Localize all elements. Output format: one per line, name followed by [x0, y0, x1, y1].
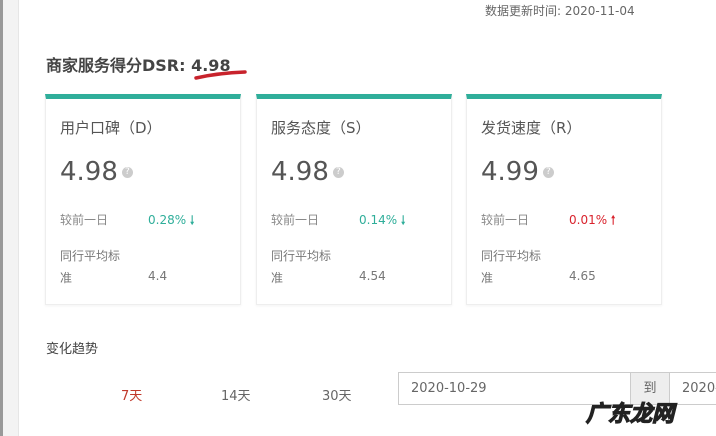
- window-border: [0, 0, 3, 436]
- trend-title: 变化趋势: [46, 342, 99, 357]
- compare-label: 较前一日: [271, 213, 320, 227]
- compare-label: 较前一日: [481, 213, 530, 227]
- avg-value: 4.65: [569, 269, 596, 283]
- avg-label-cont: 准: [481, 271, 494, 285]
- watermark-logo: 广东龙网: [585, 401, 675, 427]
- end-date-input[interactable]: 2020-: [669, 372, 716, 405]
- help-icon[interactable]: ?: [332, 167, 344, 178]
- change-percent: 0.01%: [569, 213, 608, 227]
- dsr-card: 服务态度（S） 4.98? 较前一日 0.14% 🠓 同行平均标 准 4.54: [256, 94, 452, 305]
- change-percent: 0.14%: [359, 213, 398, 227]
- dsr-card: 用户口碑（D） 4.98? 较前一日 0.28% 🠓 同行平均标 准 4.4: [45, 94, 241, 305]
- card-title: 服务态度（S）: [271, 119, 371, 137]
- avg-label-cont: 准: [60, 271, 73, 285]
- avg-value: 4.54: [359, 269, 386, 283]
- help-icon[interactable]: ?: [542, 167, 554, 178]
- tab-30-days[interactable]: 30天: [322, 389, 352, 404]
- card-title: 发货速度（R）: [481, 119, 582, 137]
- update-time: 数据更新时间: 2020-11-04: [485, 4, 635, 18]
- arrow-down-icon: 🠓: [189, 213, 195, 227]
- avg-label: 同行平均标: [481, 249, 542, 263]
- card-score: 4.98: [271, 157, 329, 187]
- tab-7-days[interactable]: 7天: [121, 389, 143, 404]
- compare-label: 较前一日: [60, 213, 109, 227]
- change-percent: 0.28%: [148, 213, 187, 227]
- avg-label: 同行平均标: [60, 249, 121, 263]
- arrow-down-icon: 🠓: [400, 213, 406, 227]
- avg-label: 同行平均标: [271, 249, 332, 263]
- help-icon[interactable]: ?: [121, 167, 133, 178]
- card-title: 用户口碑（D）: [60, 119, 162, 137]
- red-underline-annotation: [194, 70, 247, 80]
- card-score: 4.98: [60, 157, 118, 187]
- arrow-up-icon: 🠑: [610, 213, 616, 227]
- page-title: 商家服务得分DSR: 4.98: [46, 56, 231, 75]
- avg-value: 4.4: [148, 269, 168, 283]
- dsr-card: 发货速度（R） 4.99? 较前一日 0.01% 🠑 同行平均标 准 4.65: [466, 94, 662, 305]
- left-panel-edge: [0, 0, 19, 436]
- tab-14-days[interactable]: 14天: [221, 389, 251, 404]
- avg-label-cont: 准: [271, 271, 284, 285]
- card-score: 4.99: [481, 157, 539, 187]
